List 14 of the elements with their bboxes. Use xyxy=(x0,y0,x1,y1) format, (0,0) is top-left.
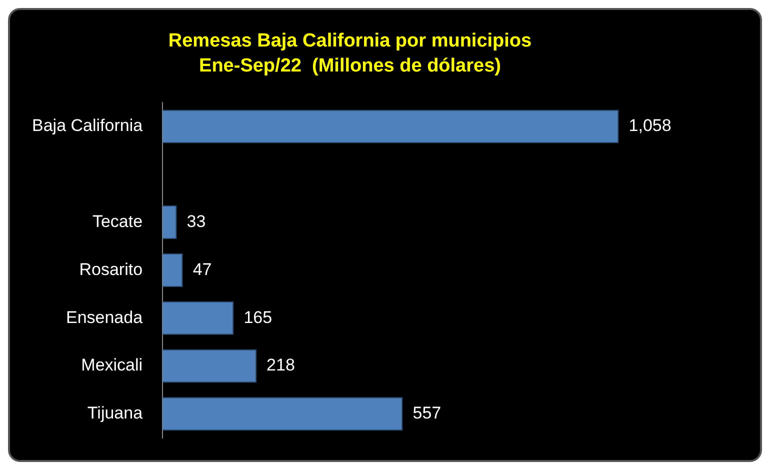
y-tick-label: Tijuana xyxy=(87,404,144,423)
chart-title: Remesas Baja California por municipios xyxy=(168,30,532,52)
chart-subtitle: Ene-Sep/22 (Millones de dólares) xyxy=(199,55,501,76)
y-tick-label: Mexicali xyxy=(81,356,143,375)
y-tick-label: Rosarito xyxy=(79,260,143,279)
data-label: 557 xyxy=(412,404,442,423)
data-label: 165 xyxy=(244,308,272,327)
data-label: 218 xyxy=(266,356,295,375)
y-tick-label: Baja California xyxy=(32,116,144,136)
y-tick-label: Ensenada xyxy=(66,308,144,327)
data-label: 1,058 xyxy=(628,116,672,136)
y-tick-label: Tecate xyxy=(92,212,143,231)
data-label: 47 xyxy=(192,260,212,279)
data-label: 33 xyxy=(186,212,206,231)
